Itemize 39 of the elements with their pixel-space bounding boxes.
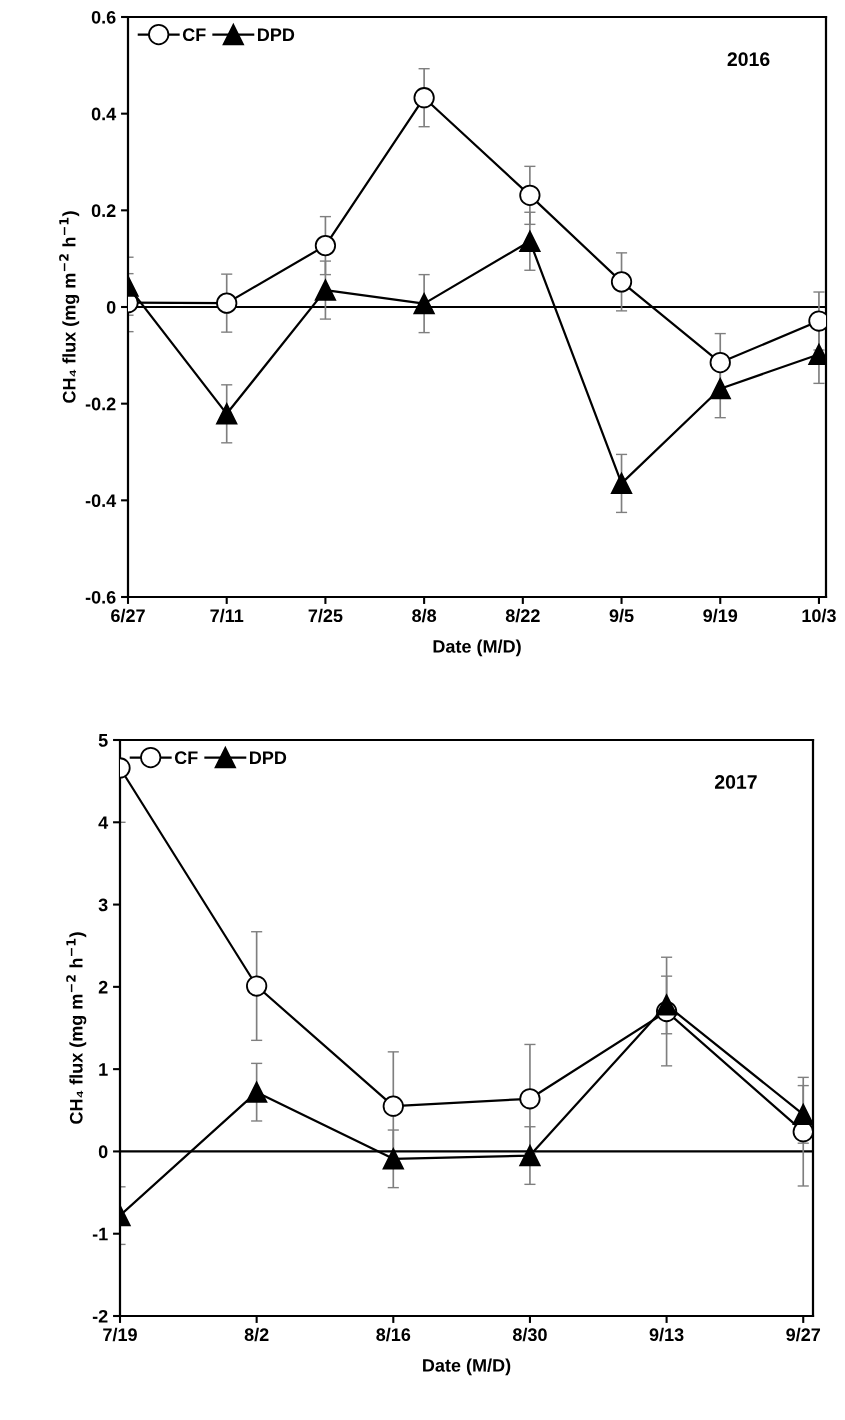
y-tick-label: 0.6 — [91, 10, 116, 24]
y-tick-label: 1 — [99, 1063, 108, 1076]
x-tick-label: 9/5 — [609, 608, 634, 623]
annotation: 2017 — [714, 775, 757, 789]
x-tick-label: 7/19 — [103, 1327, 137, 1342]
y-tick-label: 0.2 — [91, 204, 116, 218]
y-tick-label: 0.4 — [91, 107, 117, 121]
x-tick-label: 8/30 — [512, 1327, 547, 1342]
y-tick-label: -0.2 — [85, 397, 116, 411]
legend-label: CF — [182, 28, 206, 42]
y-tick-label: -2 — [92, 1309, 108, 1323]
y-axis-title: CH₄ flux (mg m$^{−2}$ h$^{−1}$) — [59, 211, 80, 403]
y-tick-label: 0 — [106, 300, 116, 314]
y-tick-label: -0.4 — [85, 494, 117, 508]
x-tick-label: 8/22 — [505, 608, 540, 623]
y-tick-label: -1 — [92, 1227, 108, 1241]
y-tick-label: 4 — [98, 816, 109, 829]
y-tick-label: 0 — [98, 1145, 108, 1159]
x-tick-label: 9/13 — [649, 1327, 684, 1342]
y-axis-title: CH₄ flux (mg m$^{−2}$ h$^{−1}$) — [66, 932, 87, 1124]
legend-label: DPD — [258, 28, 295, 41]
y-tick-label: 2 — [98, 980, 108, 994]
x-tick-label: 7/25 — [308, 608, 343, 623]
x-tick-label: 8/16 — [376, 1327, 411, 1342]
y-tick-label: 5 — [98, 734, 108, 747]
x-tick-label: 10/3 — [802, 608, 836, 623]
x-tick-label: 8/2 — [244, 1327, 269, 1342]
y-tick-label: -0.6 — [85, 590, 116, 604]
x-axis-title: Date (M/D) — [423, 1358, 511, 1376]
x-tick-label: 7/11 — [210, 608, 244, 623]
legend-label: DPD — [250, 751, 287, 764]
annotation: 2016 — [727, 52, 770, 67]
legend-label: CF — [174, 751, 198, 765]
x-tick-label: 8/8 — [412, 608, 437, 623]
x-tick-label: 6/27 — [111, 608, 145, 623]
x-axis-title: Date (M/D) — [433, 639, 521, 657]
x-tick-label: 9/19 — [703, 608, 738, 623]
x-tick-label: 9/27 — [786, 1327, 821, 1342]
y-tick-label: 3 — [98, 898, 108, 912]
